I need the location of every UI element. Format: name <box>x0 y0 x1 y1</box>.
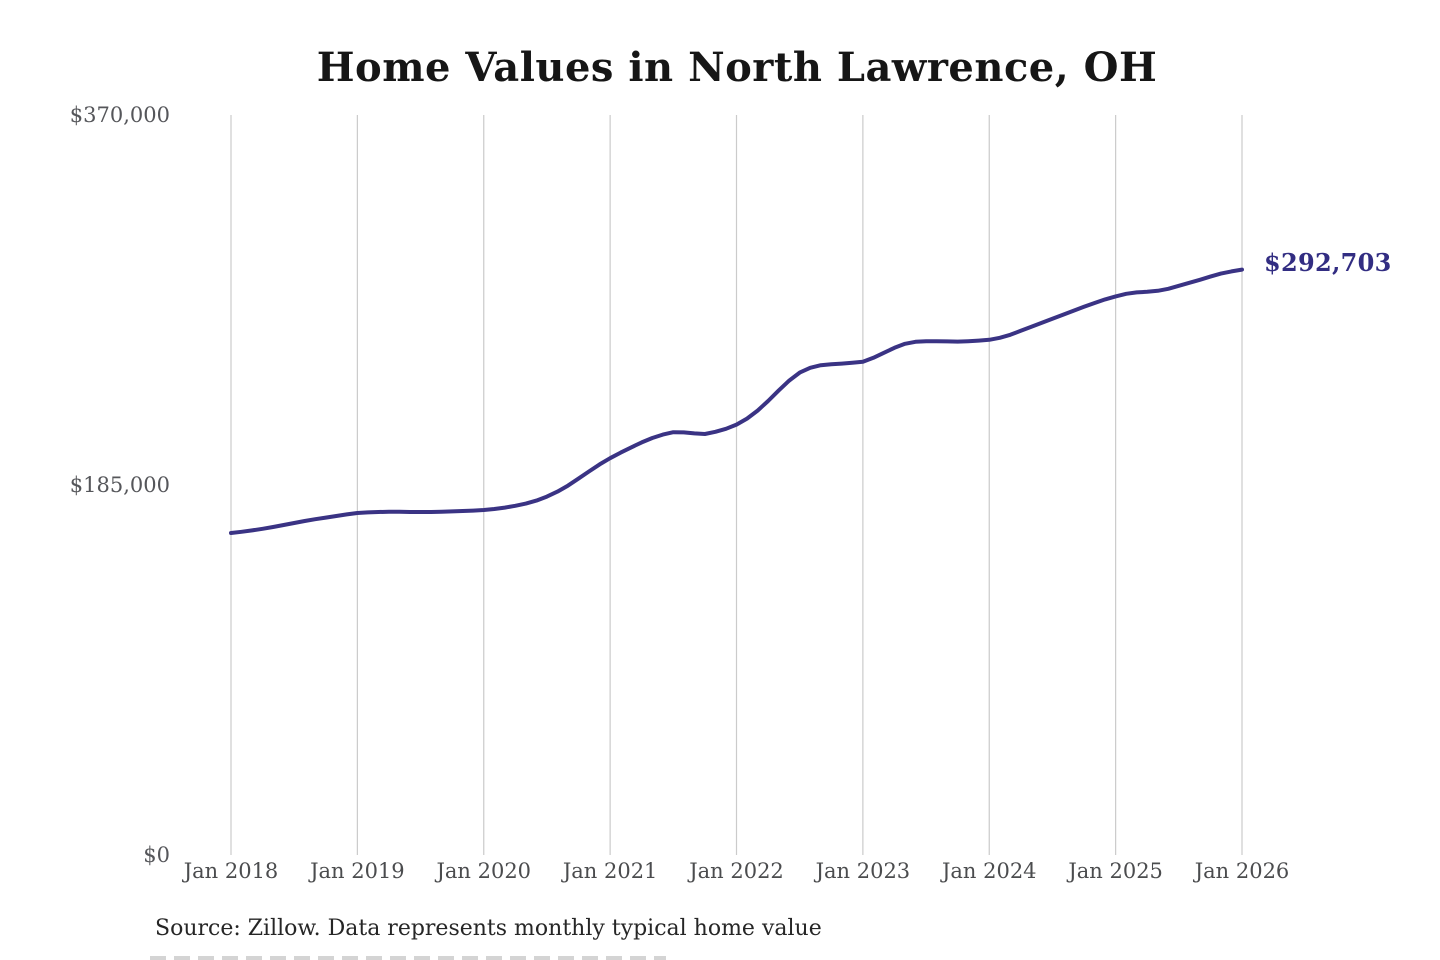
y-tick-label: $185,000 <box>69 473 170 497</box>
source-note: Source: Zillow. Data represents monthly … <box>155 916 822 941</box>
y-tick-label: $370,000 <box>69 103 170 127</box>
cropped-text-artifact <box>150 956 666 960</box>
latest-value-label: $292,703 <box>1264 247 1392 277</box>
chart-title: Home Values in North Lawrence, OH <box>316 44 1158 91</box>
y-tick-label: $0 <box>143 843 170 867</box>
home-value-line <box>229 267 1244 535</box>
y-axis-tick-labels: $0 $185,000 $370,000 <box>38 0 170 960</box>
